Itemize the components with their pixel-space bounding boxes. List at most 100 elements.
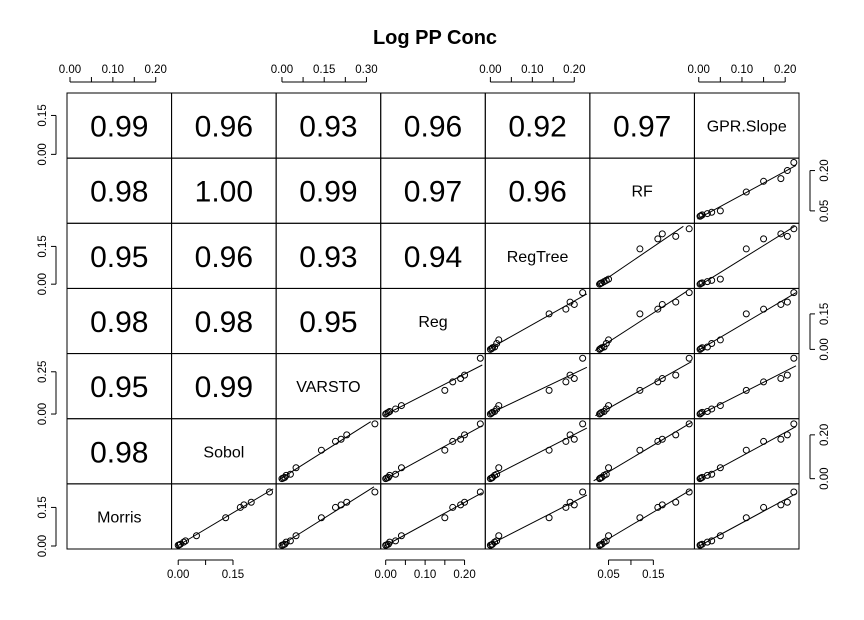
scatter-point <box>545 446 553 454</box>
axis-tick-label: 0.15 <box>819 303 831 325</box>
fit-line <box>383 364 483 416</box>
scatter-point <box>457 435 465 443</box>
scatter-point <box>182 537 190 545</box>
correlation-value: 0.94 <box>404 241 462 274</box>
scatter-point <box>790 420 798 428</box>
panel-reg-regtree <box>484 287 591 355</box>
fit-line <box>384 492 483 547</box>
scatter-point <box>703 278 711 286</box>
axis-tick-label: 0.15 <box>642 569 664 581</box>
axis-tick-label: 0.00 <box>37 535 49 557</box>
axis-tick-label: 0.00 <box>37 143 49 165</box>
scatter-point <box>317 514 325 522</box>
scatter-point <box>566 431 574 439</box>
axis-tick-label: 0.00 <box>374 569 396 581</box>
scatter-point <box>685 289 693 297</box>
scatter-point <box>476 488 484 496</box>
axis-tick-label: 0.20 <box>453 569 475 581</box>
scatter-point <box>292 532 300 540</box>
axis-tick-label: 0.00 <box>688 64 710 76</box>
correlation-value: 0.93 <box>299 111 357 144</box>
correlation-value: 0.97 <box>613 111 671 144</box>
fit-line <box>596 225 684 286</box>
scatter-point <box>392 470 400 478</box>
scatter-point <box>605 532 613 540</box>
scatter-point <box>596 345 604 353</box>
scatter-point <box>566 498 574 506</box>
scatter-point <box>600 343 608 351</box>
scatter-point <box>449 437 457 445</box>
scatter-point <box>265 488 273 496</box>
axis-tick-label: 0.20 <box>145 64 167 76</box>
scatter-point <box>461 371 469 379</box>
scatter-point <box>658 230 666 238</box>
scatter-point <box>282 538 290 546</box>
scatter-point <box>488 540 496 548</box>
diagonal-label-regtree: RegTree <box>507 249 569 266</box>
scatter-point <box>708 276 716 284</box>
scatter-point <box>703 210 711 218</box>
scatter-point <box>716 464 724 472</box>
scatter-point <box>562 378 570 386</box>
scatter-point <box>493 470 501 478</box>
diagonal-label-rf: RF <box>631 184 653 201</box>
scatter-point <box>636 386 644 394</box>
scatter-point <box>386 407 394 415</box>
scatter-point <box>708 339 716 347</box>
axis-tick-label: 0.05 <box>819 200 831 222</box>
scatter-point <box>602 339 610 347</box>
scatter-point <box>596 409 604 417</box>
scatter-point <box>742 310 750 318</box>
scatter-point <box>384 408 392 416</box>
scatter-point <box>783 167 791 175</box>
scatter-point <box>672 498 680 506</box>
fit-line <box>488 494 588 546</box>
scatter-point <box>286 470 294 478</box>
scatter-point <box>579 354 587 362</box>
correlation-value: 0.98 <box>90 306 148 339</box>
scatter-point <box>697 212 705 220</box>
scatter-point <box>716 336 724 344</box>
scatter-point <box>495 464 503 472</box>
axis-tick-label: 0.00 <box>479 64 501 76</box>
correlation-value: 0.96 <box>195 111 253 144</box>
axis-tick-label: 0.00 <box>167 569 189 581</box>
scatter-point <box>605 464 613 472</box>
correlation-value: 0.97 <box>404 176 462 209</box>
scatter-point <box>696 410 704 418</box>
scatter-point <box>397 402 405 410</box>
scatter-point <box>703 343 711 351</box>
scatter-point <box>545 310 553 318</box>
correlation-value: 0.99 <box>195 371 253 404</box>
axis-tick-label: 0.10 <box>102 64 124 76</box>
axis-tick-label: 0.20 <box>819 424 831 446</box>
scatter-point <box>286 537 294 545</box>
fit-line <box>488 427 588 480</box>
scatter-point <box>760 503 768 511</box>
scatter-point <box>703 471 711 479</box>
correlation-value: 0.92 <box>508 111 566 144</box>
fit-line <box>177 488 274 547</box>
scatter-point <box>760 177 768 185</box>
scatter-point <box>636 245 644 253</box>
scatter-point <box>282 471 290 479</box>
scatter-point <box>742 446 750 454</box>
scatter-point <box>222 514 230 522</box>
diagonal-label-varsto: VARSTO <box>296 379 360 396</box>
scatter-point <box>605 336 613 344</box>
scatter-point <box>343 431 351 439</box>
panel-sobol-regtree <box>484 418 591 485</box>
fit-line <box>279 486 375 547</box>
scatter-point <box>742 386 750 394</box>
axis-tick-label: 0.15 <box>37 496 49 518</box>
scatter-point <box>636 310 644 318</box>
scatter-point <box>562 503 570 511</box>
scatter-point <box>658 300 666 308</box>
fit-line <box>278 421 372 481</box>
scatter-point <box>545 514 553 522</box>
correlation-value: 0.95 <box>90 371 148 404</box>
scatter-point <box>491 343 499 351</box>
axis-tick-label: 0.05 <box>597 569 619 581</box>
scatter-point <box>698 211 706 219</box>
